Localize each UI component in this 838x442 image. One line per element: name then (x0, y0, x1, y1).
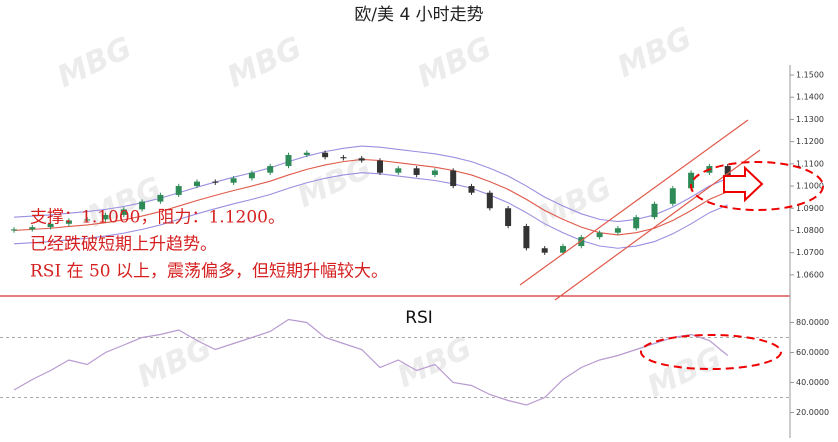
candle-body (175, 186, 182, 195)
y-tick-label: 1.0800 (796, 226, 824, 235)
candle-body (431, 170, 438, 175)
candle-body (560, 246, 566, 253)
candle-body (157, 194, 164, 202)
candle-body (102, 214, 109, 220)
y-tick-label: 1.0900 (796, 204, 824, 213)
candle-body (267, 166, 274, 173)
rsi-title: RSI (405, 308, 433, 328)
candle-body (340, 157, 347, 159)
band-line (13, 158, 728, 236)
annotation: 已经跌破短期上升趋势。 (30, 235, 217, 255)
y-tick-label: 1.1000 (796, 182, 824, 191)
highlight-ellipse (690, 161, 824, 211)
y-tick-label: 80.0000 (796, 318, 829, 327)
candle-body (120, 209, 127, 215)
y-tick-label: 1.1100 (796, 159, 824, 168)
candle-body (84, 219, 91, 221)
candle-body (395, 168, 402, 173)
candle-body (614, 228, 621, 233)
candle-body (377, 160, 383, 173)
candle-body (523, 226, 530, 249)
y-tick-label: 1.0700 (796, 248, 824, 257)
arrow (723, 165, 764, 203)
candle-body (450, 170, 457, 187)
candle-body (65, 220, 72, 224)
annotations: 支撑：1.1000，阻力：1.1200。已经跌破短期上升趋势。 RSI 在 50 … (30, 208, 388, 282)
y-tick-label: 40.0000 (796, 378, 829, 387)
channel-line (519, 119, 749, 286)
candle-body (596, 232, 603, 238)
candle-body (212, 181, 219, 183)
candle-body (413, 168, 420, 175)
candle-body (724, 166, 731, 175)
candle-body (358, 158, 365, 161)
candle-body (669, 188, 676, 204)
candle-body (468, 186, 475, 193)
candle-body (688, 172, 695, 189)
candle-body (248, 172, 255, 179)
rsi-panel: 20.0000 40.0000 60.0000 80.0000 (0, 318, 829, 417)
candle-body (303, 152, 310, 155)
y-tick-label: 20.0000 (796, 408, 829, 417)
rsi-line (13, 318, 729, 406)
candle-body (541, 248, 548, 253)
candle-body (651, 203, 658, 218)
candle-body (633, 217, 640, 229)
band-line (13, 172, 728, 249)
highlight-ellipse (640, 334, 782, 370)
candle-body (194, 181, 200, 187)
candle-body (578, 237, 585, 247)
y-tick-label: 1.0600 (796, 270, 824, 279)
candle-body (11, 229, 17, 231)
candle-body (285, 154, 292, 167)
candle-body (230, 178, 237, 183)
y-tick-label: 1.1400 (796, 93, 824, 102)
candle-body (47, 223, 54, 228)
chart-title: 欧/美 4 小时走势 (354, 5, 483, 25)
y-tick-label: 1.1500 (796, 70, 824, 79)
candle-body (29, 227, 36, 230)
candle-body (486, 192, 493, 209)
annotation: RSI 在 50 以上，震荡偏多，但短期升幅较大。 (30, 262, 388, 282)
y-tick-label: 1.1300 (796, 115, 824, 124)
y-tick-label: 60.0000 (796, 348, 829, 357)
candle-body (139, 201, 146, 210)
annotation: 支撑：1.1000，阻力：1.1200。 (30, 208, 285, 228)
candle-body (322, 152, 329, 158)
y-tick-label: 1.1200 (796, 137, 824, 146)
candle-body (505, 208, 512, 227)
